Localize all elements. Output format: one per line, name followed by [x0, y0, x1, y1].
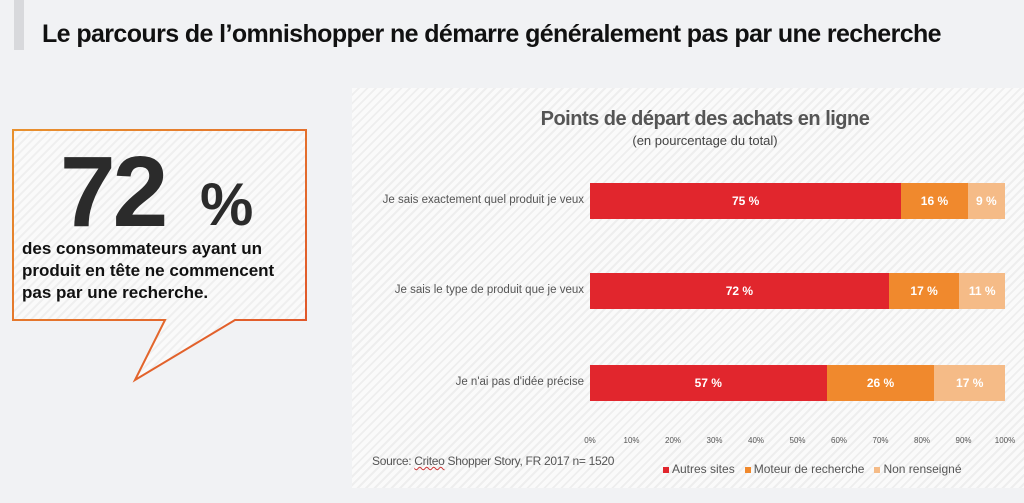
source-prefix: Source: [372, 454, 415, 468]
x-tick-label: 0% [584, 436, 596, 445]
bar-segment: 75 % [590, 183, 902, 219]
legend-label: Non renseigné [883, 462, 962, 476]
x-tick-label: 100% [994, 436, 1016, 445]
chart-legend: Autres sites Moteur de recherche Non rense… [663, 462, 962, 476]
data-label: 17 % [910, 284, 938, 298]
chart-title: Points de départ des achats en ligne [540, 108, 870, 130]
callout-percent: % [200, 171, 254, 238]
x-tick-label: 20% [664, 436, 682, 445]
category-label: Je sais exactement quel produit je veux [382, 194, 584, 206]
source-rest: Shopper Story, FR 2017 n= 1520 [444, 454, 615, 468]
chart-subtitle: (en pourcentage du total) [632, 133, 778, 148]
bar-segment: 17 % [934, 365, 1005, 401]
data-label: 72 % [725, 284, 754, 298]
bar-segment: 11 % [959, 273, 1005, 309]
x-tick-label: 50% [789, 436, 806, 445]
data-label: 17 % [956, 376, 984, 390]
bar-segment: 17 % [888, 273, 960, 309]
data-label: 16 % [920, 194, 949, 208]
legend-swatch [663, 467, 669, 473]
bar-segment: 57 % [590, 365, 827, 401]
legend-item: Autres sites [663, 462, 735, 476]
bar-segment: 26 % [826, 365, 935, 401]
legend-label: Autres sites [672, 462, 735, 476]
category-label: Je n'ai pas d'idée précise [455, 376, 584, 388]
data-label: 75 % [731, 194, 760, 208]
source-link: Criteo [414, 454, 445, 468]
bar-segment: 9 % [967, 183, 1005, 219]
legend-item: Moteur de recherche [744, 462, 865, 476]
bar-segment: 72 % [590, 273, 889, 309]
x-tick-label: 80% [913, 436, 931, 445]
x-tick-label: 30% [706, 436, 723, 445]
callout-number: 72 [60, 136, 168, 248]
x-tick-label: 10% [623, 436, 640, 445]
speech-bubble [12, 129, 307, 383]
legend-swatch [744, 467, 751, 473]
x-tick-label: 40% [747, 436, 765, 445]
data-label: 57 % [694, 376, 722, 390]
callout-text: des consommateurs ayant un produit en tê… [22, 239, 275, 302]
x-tick-label: 60% [830, 436, 848, 445]
page-title: Le parcours de l’omnishopper ne démarre … [42, 20, 942, 48]
x-tick-label: 90% [955, 436, 972, 445]
data-label: 9 % [975, 194, 997, 208]
data-label: 11 % [968, 284, 996, 298]
title-accent-bar [14, 0, 24, 50]
bar-segment: 16 % [901, 183, 968, 219]
legend-swatch [874, 467, 881, 473]
legend-label: Moteur de recherche [753, 462, 865, 476]
x-tick-label: 70% [872, 436, 889, 445]
source-note: Source: Criteo Shopper Story, FR 2017 n=… [372, 454, 614, 468]
legend-item: Non renseigné [874, 462, 962, 476]
data-label: 26 % [866, 376, 895, 390]
category-label: Je sais le type de produit que je veux [394, 284, 584, 296]
